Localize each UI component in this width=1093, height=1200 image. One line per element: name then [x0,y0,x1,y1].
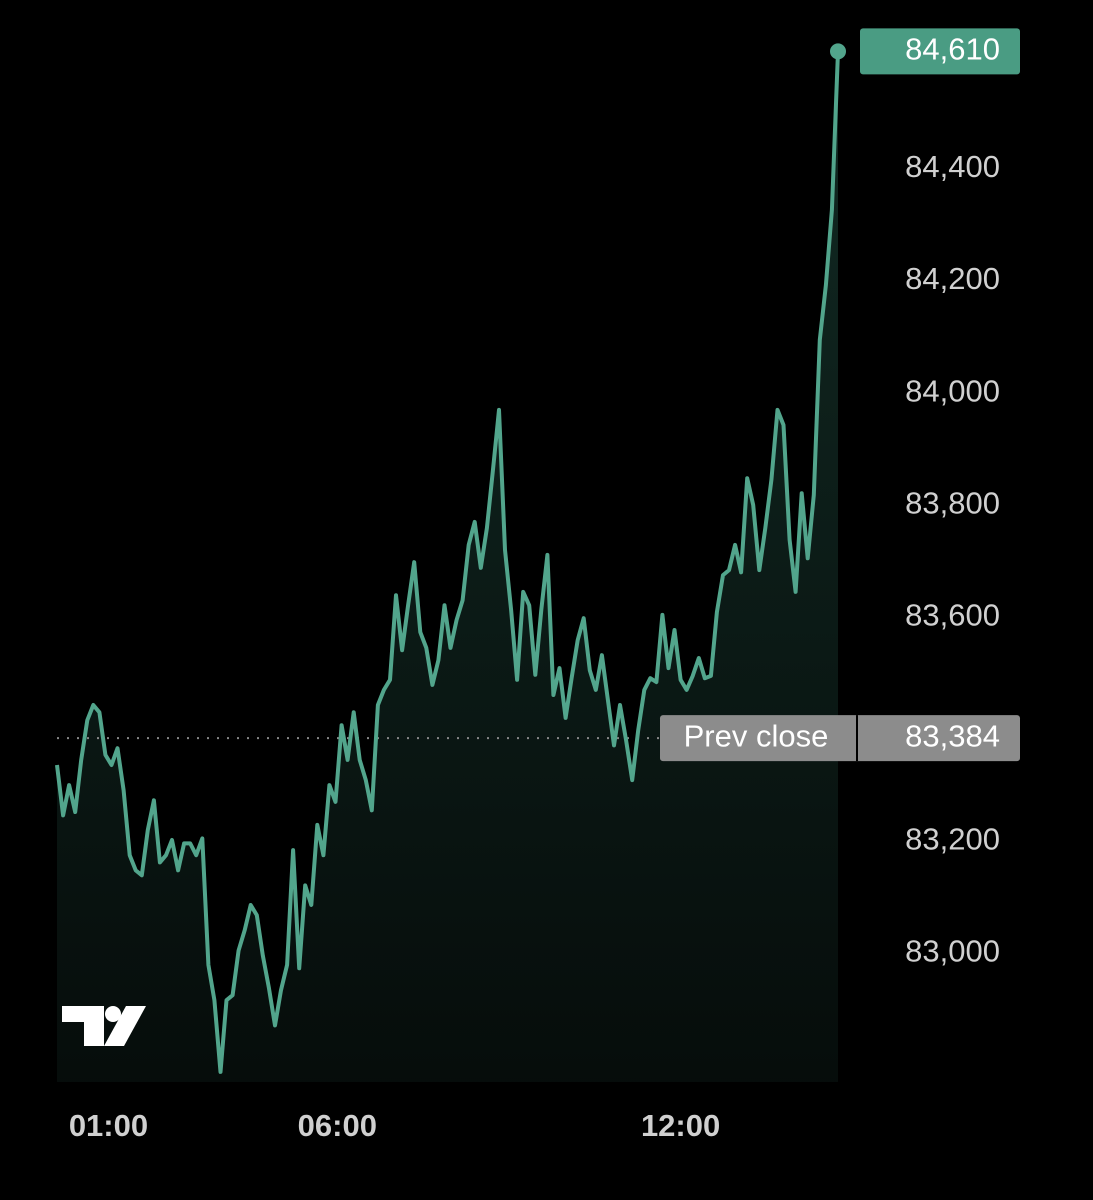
last-point [830,43,846,60]
logo [62,1006,146,1046]
last-value-label: 84,610 [905,32,1000,67]
x-tick-label: 12:00 [641,1108,720,1143]
y-tick-label: 83,800 [905,485,1000,520]
y-tick-label: 83,600 [905,597,1000,632]
y-tick-label: 84,200 [905,261,1000,296]
price-line [55,51,840,1074]
y-tick-label: 83,200 [905,821,1000,856]
prev-close-value: 83,384 [905,718,1000,753]
prev-close-label: Prev close [684,718,829,753]
prev-close-box [660,715,1020,762]
y-tick-label: 84,000 [905,373,1000,408]
y-tick-label: 83,000 [905,933,1000,968]
x-tick-label: 06:00 [298,1108,377,1143]
y-tick-label: 84,400 [905,149,1000,184]
area [57,51,838,1082]
last-value-box [860,28,1020,75]
x-tick-label: 01:00 [69,1108,148,1143]
